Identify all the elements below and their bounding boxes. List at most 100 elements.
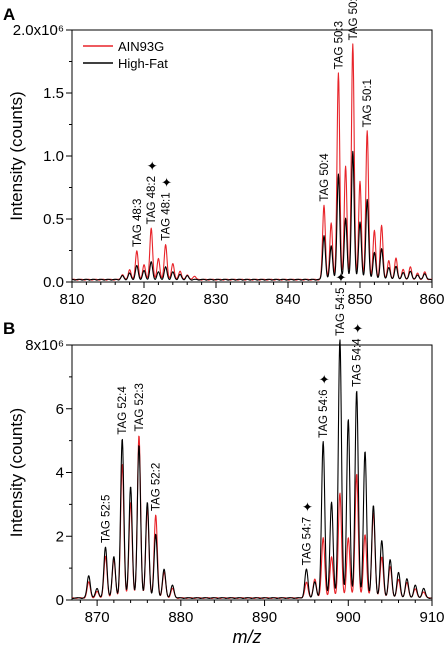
series-line-ain93g	[71, 435, 433, 600]
series-line-ain93g	[71, 43, 433, 281]
data-point	[143, 266, 144, 267]
x-tick-label: 850	[347, 291, 372, 308]
y-tick-label: 2	[56, 528, 64, 545]
data-point	[138, 446, 139, 447]
x-tick-label: 830	[203, 291, 228, 308]
data-point	[345, 220, 346, 221]
data-point	[187, 278, 188, 279]
data-point	[158, 274, 159, 275]
peak-annotation: TAG 54:7	[301, 517, 313, 565]
peak-annotation: TAG 48:3	[132, 199, 144, 247]
data-point	[306, 571, 307, 572]
data-point	[129, 271, 130, 272]
data-point	[359, 183, 360, 184]
peak-annotation: TAG 52:4	[117, 386, 129, 435]
data-point	[331, 247, 332, 248]
y-tick-label: 0.0	[43, 274, 64, 291]
data-point	[172, 590, 173, 591]
data-point	[314, 583, 315, 584]
data-point	[424, 275, 425, 276]
data-point	[406, 580, 407, 581]
data-point	[356, 475, 357, 476]
data-point	[143, 273, 144, 274]
data-point	[381, 558, 382, 559]
series-line-high-fat	[71, 339, 433, 600]
y-tick-label: 0	[56, 592, 64, 609]
data-point	[129, 275, 130, 276]
series-line-high-fat	[71, 150, 433, 281]
data-point	[163, 571, 164, 572]
peak-annotation: TAG 48:1	[161, 192, 173, 240]
data-point	[388, 263, 389, 264]
data-point	[179, 276, 180, 277]
y-tick-label: 1.0	[43, 148, 64, 165]
data-point	[390, 561, 391, 562]
data-point	[364, 453, 365, 454]
x-tick-label: 820	[131, 291, 156, 308]
peak-annotation: TAG 54:6	[318, 389, 330, 437]
panel-a-legend: AIN93G High-Fat	[83, 39, 168, 71]
data-point	[122, 278, 123, 279]
y-tick-label: 0.5	[43, 211, 64, 228]
data-point	[151, 230, 152, 231]
data-point	[367, 201, 368, 202]
data-point	[136, 268, 137, 269]
peak-annotation: TAG 50:4	[319, 153, 331, 202]
peak-annotation: TAG 52:3	[134, 383, 146, 431]
x-tick-label: 910	[419, 609, 444, 626]
panel-a-plot: 810 820 830 840 850 860 0.0 0.5 1.0 1.5 2.0x10⁶ TAG…	[13, 0, 445, 308]
data-point	[151, 264, 152, 265]
legend-label-ain93g: AIN93G	[118, 39, 164, 54]
data-point	[395, 268, 396, 269]
significance-star: ✦	[302, 500, 313, 515]
data-point	[172, 265, 173, 266]
legend-label-high-fat: High-Fat	[118, 56, 168, 71]
panel-b-plot: 870 880 890 900 910 0 2 4 6 8x10⁶ TAG 52:5 TAG 52:4…	[25, 270, 444, 626]
x-tick-label: 880	[168, 609, 193, 626]
data-point	[138, 437, 139, 438]
data-point	[338, 75, 339, 76]
data-point	[97, 590, 98, 591]
data-point	[398, 574, 399, 575]
data-point	[415, 590, 416, 591]
data-point	[158, 260, 159, 261]
data-point	[374, 232, 375, 233]
data-point	[403, 274, 404, 275]
data-point	[356, 392, 357, 393]
data-point	[306, 583, 307, 584]
data-point	[348, 421, 349, 422]
y-tick-label: 8x10⁶	[25, 337, 64, 354]
data-point	[88, 583, 89, 584]
significance-star: ✦	[352, 321, 363, 336]
data-point	[172, 587, 173, 588]
data-point	[373, 507, 374, 508]
data-point	[381, 227, 382, 228]
data-point	[390, 568, 391, 569]
data-point	[172, 274, 173, 275]
data-point	[410, 273, 411, 274]
peak-annotation: TAG 50:2	[348, 0, 360, 40]
data-point	[147, 504, 148, 505]
data-point	[179, 273, 180, 274]
data-point	[331, 225, 332, 226]
x-tick-label: 860	[419, 291, 444, 308]
significance-star: ✦	[319, 372, 330, 387]
peak-annotation: TAG 50:1	[362, 79, 374, 127]
data-point	[136, 252, 137, 253]
data-point	[155, 536, 156, 537]
panel-a-label: A	[3, 5, 15, 24]
peak-annotation: TAG 50:3	[333, 21, 345, 69]
data-point	[381, 250, 382, 251]
data-point	[364, 536, 365, 537]
peak-annotation: TAG 54:5	[335, 287, 347, 335]
data-point	[410, 269, 411, 270]
data-point	[338, 176, 339, 177]
plot-frame	[71, 344, 433, 601]
data-point	[323, 539, 324, 540]
data-point	[88, 577, 89, 578]
y-tick-label: 4	[56, 465, 64, 482]
data-point	[406, 583, 407, 584]
data-point	[352, 153, 353, 154]
peak-annotation: TAG 48:2	[146, 176, 158, 224]
peak-annotation: TAG 54:4	[352, 338, 364, 387]
